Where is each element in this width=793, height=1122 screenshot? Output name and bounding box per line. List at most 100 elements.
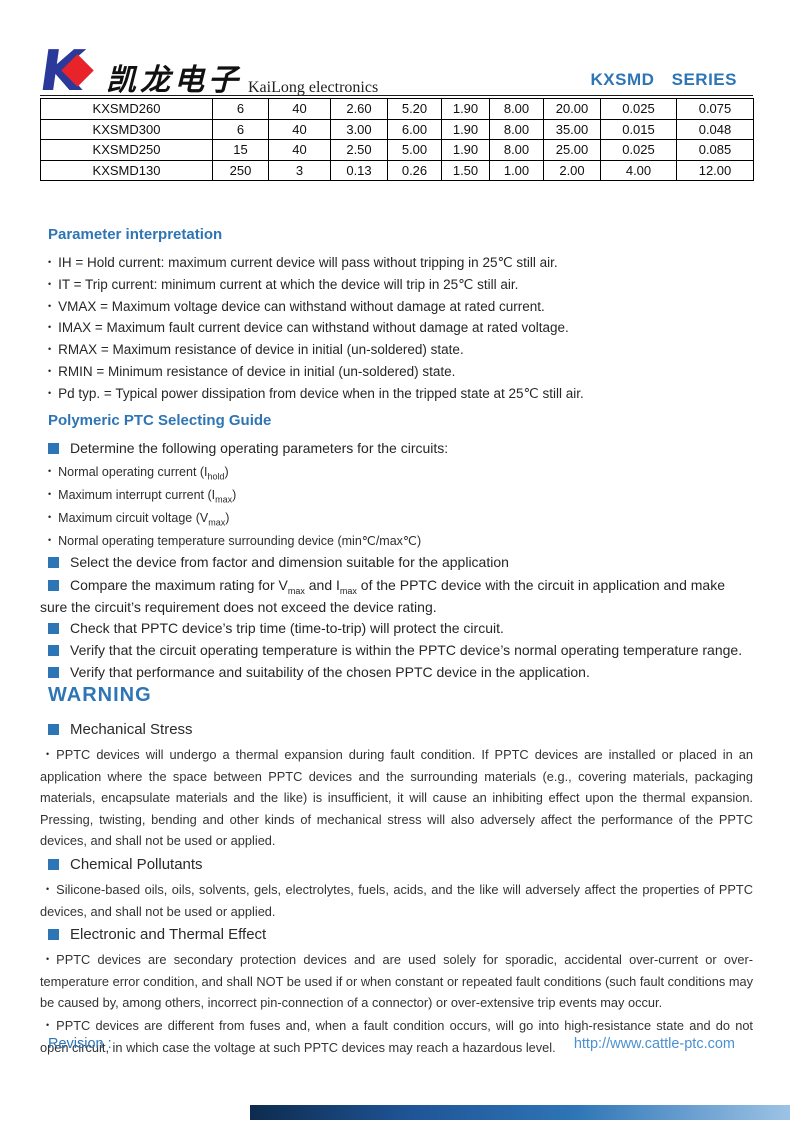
table-cell: 2.60 [330,98,388,120]
table-cell: 0.26 [387,159,442,181]
param-item: • IT = Trip current: minimum current at w… [40,274,753,296]
website-link[interactable]: http://www.cattle-ptc.com [573,1036,735,1052]
warning-subsection-heading: Mechanical Stress [40,719,753,741]
guide-sub-item: • Normal operating current (Ihold) [40,460,753,483]
bullet-dot-icon: • [48,488,52,499]
param-item: • Pd typ. = Typical power dissipation fro… [40,383,753,405]
bullet-square-icon [48,667,59,678]
guide-item: Check that PPTC device’s trip time (time… [40,618,753,640]
bullet-dot-icon: • [48,465,52,476]
table-cell: 25.00 [543,139,601,161]
table-cell: 250 [212,159,269,181]
table-cell: 35.00 [543,118,601,140]
table-cell: 0.025 [600,98,677,120]
bullet-dot-icon: • [48,257,52,267]
table-row: KXSMD260 6 40 2.60 5.20 1.90 8.00 20.00 0.025 0.0… [40,98,754,120]
table-cell: KXSMD260 [40,98,213,120]
bullet-square-icon [48,858,59,870]
kailong-logo: K 凯龙电子 KaiLong electronics [36,39,379,104]
bullet-dot-icon: • [48,534,52,545]
param-item: • VMAX = Maximum voltage device can withs… [40,296,753,318]
bullet-dot-icon: • [48,365,52,376]
table-cell: 8.00 [489,139,544,161]
logo-english-text: KaiLong electronics [248,79,379,96]
bullet-dot-icon: • [46,749,50,759]
table-cell: 0.075 [676,98,754,120]
bullet-square-icon [48,579,59,591]
bullet-dot-icon: • [46,954,50,965]
table-cell: 1.50 [441,159,490,181]
warning-paragraph: • Silicone-based oils, oils, solvents, ge… [40,879,753,922]
bullet-square-icon [48,623,59,635]
footer-gradient-bar [250,1105,790,1120]
bullet-square-icon [48,556,59,568]
bullet-dot-icon: • [48,511,52,522]
bullet-dot-icon: • [48,300,52,311]
guide-item: Select the device from factor and dimens… [40,552,753,574]
table-cell: 6 [212,98,269,120]
table-row: KXSMD130 250 3 0.13 0.26 1.50 1.00 2.00 4.00 12.0… [40,159,754,181]
warning-paragraph: • PPTC devices will undergo a thermal exp… [40,744,753,852]
bullet-square-icon [48,443,59,454]
table-cell: 3.00 [330,118,388,140]
bullet-dot-icon: • [46,1019,50,1030]
table-cell: 1.90 [441,139,490,161]
bullet-dot-icon: • [48,278,52,289]
section-warning: WARNING Mechanical Stress • PPTC devices … [40,684,753,1059]
bullet-dot-icon: • [48,387,52,398]
table-cell: 8.00 [489,118,544,140]
section-title: Parameter interpretation [48,226,223,243]
bullet-dot-icon: • [48,322,52,333]
table-row: KXSMD250 15 40 2.50 5.00 1.90 8.00 25.00 0.025 0.… [40,139,754,161]
series-title: KXSMD SERIES [590,70,737,89]
spec-table: KXSMD260 6 40 2.60 5.20 1.90 8.00 20.00 0.025 0.0… [40,98,754,181]
table-cell: 8.00 [489,98,544,120]
table-cell: 0.025 [600,139,677,161]
guide-item: Verify that the circuit operating temper… [40,640,753,662]
table-cell: KXSMD300 [40,118,213,140]
param-item: • IMAX = Maximum fault current device can… [40,317,753,339]
table-row: KXSMD300 6 40 3.00 6.00 1.90 8.00 35.00 0.015 0.0… [40,118,754,140]
guide-sub-item: • Normal operating temperature surroundin… [40,529,753,552]
guide-sub-item: • Maximum interrupt current (Imax) [40,483,753,506]
table-cell: 0.015 [600,118,677,140]
table-cell: 0.085 [676,139,754,161]
logo-chinese-text: 凯龙电子 [106,63,242,98]
table-cell: 2.00 [543,159,601,181]
section-selecting-guide: Polymeric PTC Selecting Guide Determine … [40,412,753,684]
warning-subsection-heading: Chemical Pollutants [40,854,753,876]
bullet-square-icon [48,929,59,941]
guide-item: Determine the following operating parame… [40,438,753,460]
table-cell: KXSMD250 [40,139,213,161]
table-cell: 40 [268,118,331,140]
guide-sub-item: • Maximum circuit voltage (Vmax) [40,506,753,529]
table-cell: 5.00 [387,139,442,161]
param-item: • IH = Hold current: maximum current devi… [40,252,753,274]
table-cell: 20.00 [543,98,601,120]
warning-paragraph: • PPTC devices are secondary protection d… [40,949,753,1014]
table-cell: 1.00 [489,159,544,181]
table-cell: 12.00 [676,159,754,181]
param-item: • RMAX = Maximum resistance of device in … [40,339,753,361]
table-cell: 6 [212,118,269,140]
table-cell: 1.90 [441,118,490,140]
bullet-dot-icon: • [46,883,50,894]
table-cell: 15 [212,139,269,161]
section-parameter-interpretation: Parameter interpretation • IH = Hold curr… [40,226,753,405]
warning-paragraph: • PPTC devices are different from fuses a… [40,1015,753,1058]
table-cell: 40 [268,98,331,120]
revision-label: Revision : [48,1036,112,1052]
table-cell: 5.20 [387,98,442,120]
guide-item: Verify that performance and suitability … [40,662,753,684]
table-cell: 40 [268,139,331,161]
header-rule [40,95,753,96]
table-cell: 1.90 [441,98,490,120]
logo-k-icon: K [36,39,98,104]
table-cell: 0.13 [330,159,388,181]
guide-item: Compare the maximum rating for Vmax and … [40,576,725,615]
page-header: K 凯龙电子 KaiLong electronics KXSMD SERIES [36,39,753,104]
table-cell: 2.50 [330,139,388,161]
table-cell: 4.00 [600,159,677,181]
table-cell: 3 [268,159,331,181]
